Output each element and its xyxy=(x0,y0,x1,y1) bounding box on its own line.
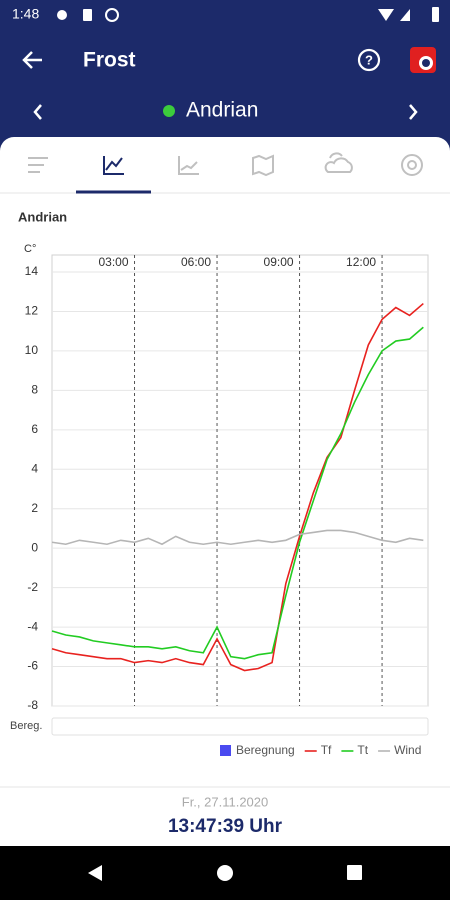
logo[interactable] xyxy=(410,47,436,73)
nav-back[interactable] xyxy=(88,865,102,881)
x-tick-label: 09:00 xyxy=(264,255,294,269)
back-button[interactable] xyxy=(22,51,42,69)
x-tick-label: 03:00 xyxy=(98,255,128,269)
card xyxy=(0,137,450,837)
y-tick-label: 10 xyxy=(25,343,39,357)
legend-label: Tt xyxy=(357,743,368,757)
app-title: Frost xyxy=(83,49,136,72)
y-tick-label: -8 xyxy=(27,698,38,712)
legend-swatch xyxy=(220,745,231,756)
tabs xyxy=(28,152,423,177)
y-tick-label: -4 xyxy=(27,619,38,633)
svg-text:?: ? xyxy=(365,52,373,67)
x-tick-label: 12:00 xyxy=(346,255,376,269)
series-line xyxy=(51,302,424,672)
y-tick-label: 12 xyxy=(25,304,39,318)
y-tick-label: 8 xyxy=(31,383,38,397)
series-line xyxy=(51,326,424,660)
y-tick-label: -6 xyxy=(27,659,38,673)
chart-title: Andrian xyxy=(18,209,67,224)
help-button[interactable]: ? xyxy=(357,48,381,72)
tab-radar[interactable] xyxy=(401,154,423,176)
tab-list[interactable] xyxy=(28,157,48,173)
status-dot xyxy=(163,105,175,117)
legend: Beregnung Tf Tt Wind xyxy=(220,743,421,757)
y-tick-label: 2 xyxy=(31,501,38,515)
header-bg xyxy=(0,0,450,160)
y-tick-label: 0 xyxy=(31,540,38,554)
irrigation-row xyxy=(51,717,429,736)
tab-map[interactable] xyxy=(252,154,274,177)
tab-chart[interactable] xyxy=(103,156,124,175)
y-tick-label: -2 xyxy=(27,580,38,594)
row-label: Bereg. xyxy=(10,720,42,732)
x-tick-label: 06:00 xyxy=(181,255,211,269)
legend-label: Wind xyxy=(394,743,421,757)
y-axis-label: C° xyxy=(24,243,36,255)
y-tick-label: 6 xyxy=(31,422,38,436)
series-line xyxy=(51,529,424,546)
station-name: Andrian xyxy=(186,99,258,122)
legend-label: Beregnung xyxy=(236,743,295,757)
nav-home[interactable] xyxy=(217,865,233,881)
status-time: 1:48 xyxy=(12,6,39,22)
status-icons xyxy=(57,7,439,22)
tab-weather[interactable] xyxy=(324,152,353,173)
prev-station[interactable] xyxy=(33,104,42,120)
legend-label: Tf xyxy=(321,743,332,757)
footer-date: Fr., 27.11.2020 xyxy=(182,794,269,809)
y-tick-label: 14 xyxy=(25,264,39,278)
next-station[interactable] xyxy=(409,104,418,120)
footer-time: 13:47:39 Uhr xyxy=(168,816,283,837)
nav-recents[interactable] xyxy=(347,865,362,880)
y-tick-label: 4 xyxy=(31,461,38,475)
tab-trend[interactable] xyxy=(178,156,199,175)
